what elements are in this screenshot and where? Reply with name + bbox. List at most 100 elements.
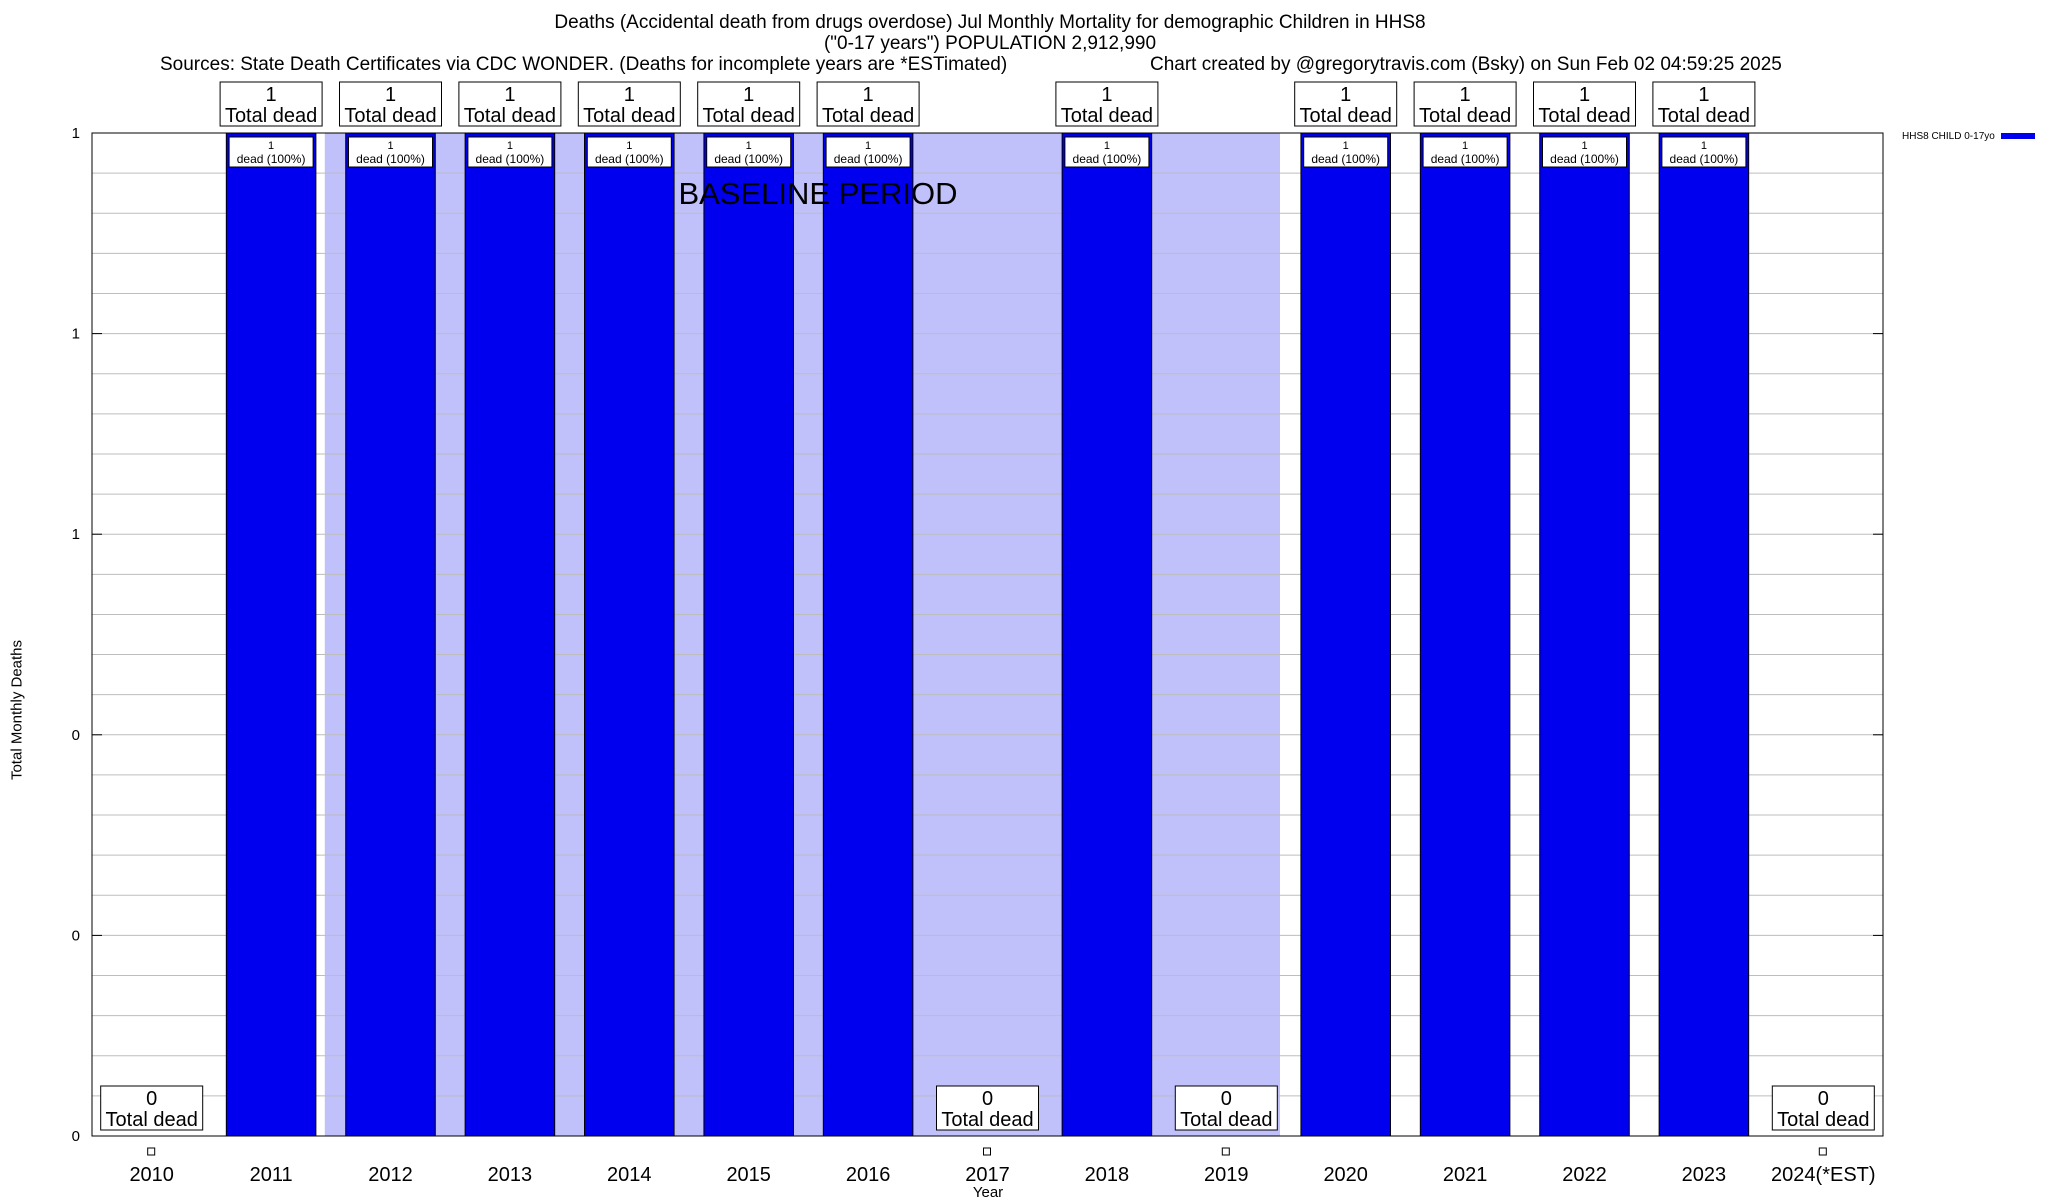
bar-2014 [584, 132, 675, 1137]
total-label-box [697, 81, 801, 127]
y-tick-label: 1 [72, 326, 80, 343]
bar-label-text: dead (100%) [237, 152, 306, 166]
total-label-text: Total dead [1658, 105, 1750, 127]
bar-label-box [586, 136, 672, 168]
bar-label-value: 1 [1343, 140, 1349, 152]
total-label-value: 1 [743, 84, 754, 106]
bar-label-text: dead (100%) [1073, 152, 1142, 166]
bar-label-value: 1 [865, 140, 871, 152]
total-label-text: Total dead [1180, 1109, 1272, 1131]
bar-2011 [225, 132, 317, 1137]
bar-label-box [1303, 136, 1389, 168]
y-tick-label: 1 [72, 526, 80, 543]
bar-2022 [1539, 132, 1630, 1137]
bar-label-value: 1 [1581, 140, 1587, 152]
total-label-box [219, 81, 323, 127]
bar-label-value: 1 [746, 140, 752, 152]
sources-text: Sources: State Death Certificates via CD… [160, 54, 1008, 75]
x-tick-label: 2010 [129, 1164, 174, 1186]
total-label-box [1413, 81, 1517, 127]
total-label-box [816, 81, 920, 127]
bar-label-box [1542, 136, 1627, 168]
baseline-period-label: BASELINE PERIOD [678, 176, 957, 211]
total-label-box [1174, 1085, 1278, 1131]
bar-label-box [1064, 136, 1150, 168]
total-label-box [1533, 81, 1636, 127]
bar-2020 [1300, 132, 1391, 1137]
total-label-value: 1 [863, 84, 874, 106]
x-tick-label: 2022 [1562, 1164, 1607, 1186]
total-label-box [1771, 1085, 1875, 1131]
x-axis-label: Year [972, 1184, 1004, 1201]
total-label-box [936, 1085, 1039, 1131]
total-label-text: Total dead [1300, 105, 1392, 127]
total-label-value: 1 [1698, 84, 1709, 106]
bar-label-box [825, 136, 911, 168]
bar-label-text: dead (100%) [1311, 152, 1380, 166]
bar-label-text: dead (100%) [834, 152, 903, 166]
legend: HHS8 CHILD 0-17yo [1902, 131, 2035, 142]
total-label-value: 0 [1221, 1088, 1232, 1110]
total-label-value: 0 [1818, 1088, 1829, 1110]
bar-2012 [345, 132, 436, 1137]
total-label-box [577, 81, 681, 127]
bar-label-value: 1 [1462, 140, 1468, 152]
total-label-value: 1 [1579, 84, 1590, 106]
total-label-box [458, 81, 562, 127]
y-axis-label: Total Monthly Deaths [8, 639, 26, 781]
total-label-text: Total dead [1419, 105, 1511, 127]
bar-2016 [822, 132, 914, 1137]
x-tick-label: 2013 [488, 1164, 533, 1186]
x-tick-label: 2011 [250, 1164, 293, 1186]
x-tick-label: 2021 [1443, 1164, 1488, 1186]
total-label-text: Total dead [464, 105, 556, 127]
total-label-value: 1 [1340, 84, 1351, 106]
bar-label-value: 1 [1701, 140, 1707, 152]
zero-marker [1221, 1147, 1230, 1156]
x-tick-label: 2014 [607, 1164, 652, 1186]
total-label-value: 1 [385, 84, 396, 106]
total-label-box [339, 81, 442, 127]
total-label-text: Total dead [583, 105, 675, 127]
total-label-value: 1 [504, 84, 515, 106]
chart-title-block: Deaths (Accidental death from drugs over… [0, 12, 1980, 54]
x-tick-label: 2017 [965, 1164, 1010, 1186]
bar-label-text: dead (100%) [476, 152, 545, 166]
bar-label-value: 1 [268, 140, 274, 152]
y-tick-label: 0 [72, 927, 80, 944]
bar-label-box [1661, 136, 1747, 168]
zero-marker [983, 1147, 991, 1156]
total-label-text: Total dead [941, 1109, 1033, 1131]
bar-label-box [467, 136, 553, 168]
bar-label-text: dead (100%) [1670, 152, 1739, 166]
bar-2023 [1658, 132, 1750, 1137]
bar-label-box [228, 136, 314, 168]
x-tick-label: 2019 [1204, 1164, 1249, 1186]
total-label-value: 1 [624, 84, 635, 106]
bar-label-value: 1 [626, 140, 632, 152]
x-tick-label: 2020 [1323, 1164, 1368, 1186]
total-label-text: Total dead [1777, 1109, 1869, 1131]
bar-label-text: dead (100%) [1431, 152, 1500, 166]
total-label-value: 0 [982, 1088, 993, 1110]
total-label-box [1652, 81, 1756, 127]
bar-2021 [1419, 132, 1511, 1137]
total-label-text: Total dead [106, 1109, 198, 1131]
bar-label-box [706, 136, 792, 168]
x-tick-label: 2015 [726, 1164, 771, 1186]
bar-label-value: 1 [507, 140, 513, 152]
x-tick-label: 2016 [846, 1164, 891, 1186]
chart-title: Deaths (Accidental death from drugs over… [554, 12, 1426, 33]
y-tick-label: 0 [72, 1128, 80, 1145]
total-label-value: 1 [1101, 84, 1112, 106]
bar-label-value: 1 [387, 140, 393, 152]
y-tick-label: 1 [72, 125, 80, 142]
bar-label-text: dead (100%) [595, 152, 664, 166]
chart-subtitle: ("0-17 years") POPULATION 2,912,990 [823, 33, 1157, 54]
total-label-text: Total dead [1538, 105, 1630, 127]
zero-marker [147, 1147, 156, 1156]
total-label-value: 1 [266, 84, 277, 106]
total-label-text: Total dead [703, 105, 795, 127]
total-label-box [100, 1085, 204, 1131]
plot-frame [91, 132, 1884, 1137]
